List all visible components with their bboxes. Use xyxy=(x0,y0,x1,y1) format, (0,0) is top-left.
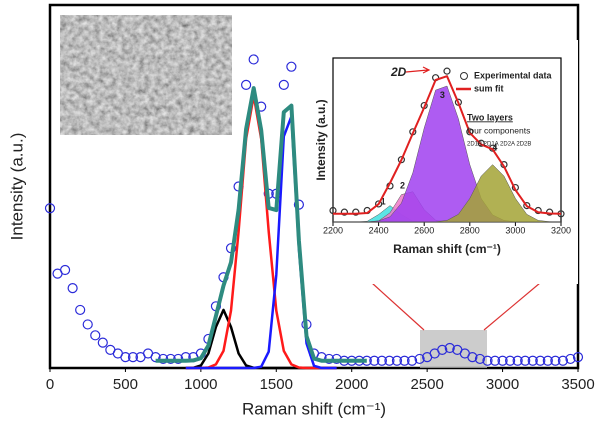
x-tick-label: 1000 xyxy=(184,376,217,393)
legend-label: Experimental data xyxy=(474,70,553,80)
legend-label: sum fit xyxy=(474,83,504,93)
x-tick-label: 0 xyxy=(46,376,54,393)
data-point xyxy=(91,331,100,340)
data-point xyxy=(76,305,85,314)
component-label: 3 xyxy=(440,90,445,100)
x-tick-label: 1500 xyxy=(260,376,293,393)
x-tick-label: 3200 xyxy=(551,225,571,235)
x-axis-label: Raman shift (cm⁻¹) xyxy=(393,242,501,256)
data-point xyxy=(242,80,251,89)
x-tick-label: 2000 xyxy=(335,376,368,393)
sem-image xyxy=(60,15,232,135)
x-tick-label: 3500 xyxy=(561,376,594,393)
x-tick-label: 2600 xyxy=(414,225,434,235)
annotation: Two layers xyxy=(467,112,513,122)
zoom-connector xyxy=(484,283,540,330)
annotation: four components xyxy=(467,125,530,135)
chart: 0 500 1000 1500 2000 2500 3000 3500 Raman shift … xyxy=(0,0,601,429)
data-point xyxy=(83,320,92,329)
data-point xyxy=(61,265,70,274)
data-point xyxy=(68,284,77,293)
data-point xyxy=(279,80,288,89)
annotation: 2D xyxy=(390,65,407,79)
y-axis-label: Intensity (a.u.) xyxy=(314,99,328,180)
x-tick-label: 3000 xyxy=(505,225,525,235)
x-tick-label: 2800 xyxy=(460,225,480,235)
zoom-connector xyxy=(372,283,424,330)
x-tick-label: 3000 xyxy=(486,376,519,393)
x-tick-label: 2400 xyxy=(369,225,389,235)
y-axis-label: Intensity (a.u.) xyxy=(7,133,26,241)
annotation: 2D1B 2D1A 2D2A 2D2B xyxy=(467,142,531,148)
data-point xyxy=(287,62,296,71)
x-tick-label: 500 xyxy=(113,376,138,393)
data-point xyxy=(98,338,107,347)
data-point xyxy=(249,55,258,64)
x-tick-label: 2200 xyxy=(323,225,343,235)
x-tick-label: 2500 xyxy=(410,376,443,393)
component-label: 2 xyxy=(400,180,405,190)
x-axis-label: Raman shift (cm⁻¹) xyxy=(242,399,386,418)
